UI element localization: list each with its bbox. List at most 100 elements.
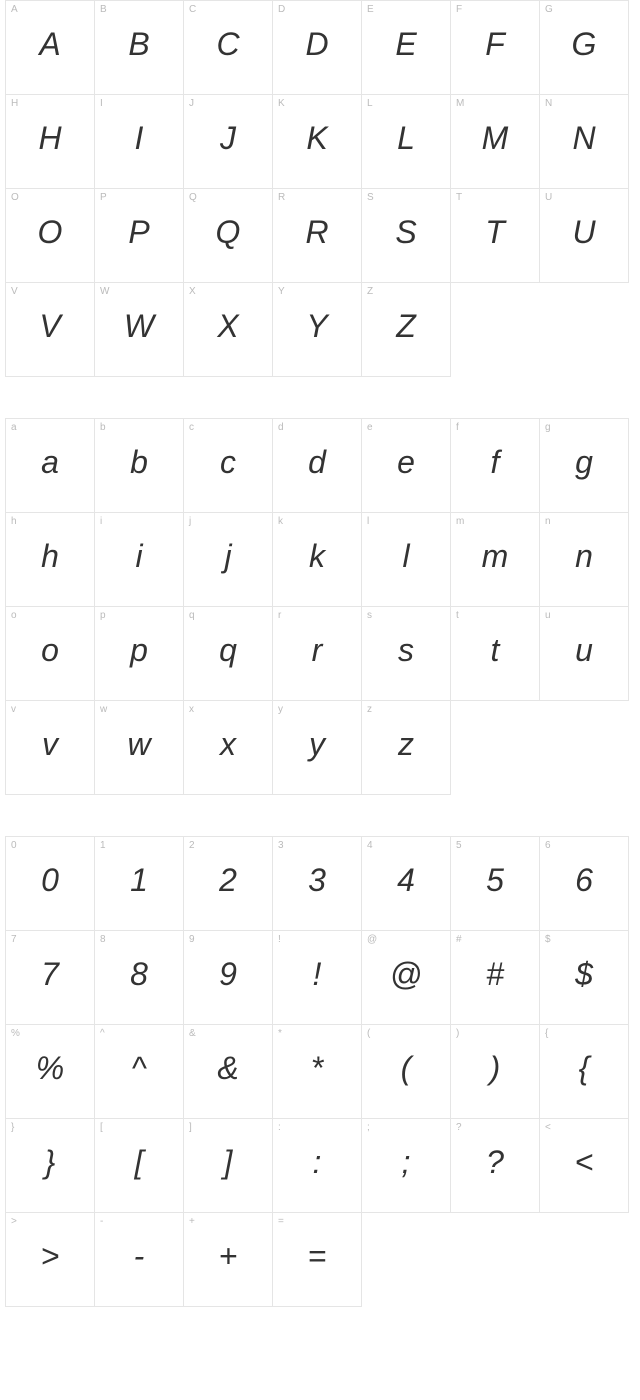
glyph-cell[interactable]: yy — [272, 700, 362, 795]
glyph-display: X — [217, 307, 238, 344]
glyph-cell[interactable]: cc — [183, 418, 273, 513]
glyph-cell[interactable]: UU — [539, 188, 629, 283]
glyph-cell[interactable]: 99 — [183, 930, 273, 1025]
glyph-cell[interactable]: tt — [450, 606, 540, 701]
glyph-cell[interactable]: ll — [361, 512, 451, 607]
glyph-cell[interactable]: HH — [5, 94, 95, 189]
glyph-cell[interactable]: 22 — [183, 836, 273, 931]
glyph-cell[interactable]: JJ — [183, 94, 273, 189]
glyph-cell[interactable]: 33 — [272, 836, 362, 931]
glyph-cell[interactable]: -- — [94, 1212, 184, 1307]
glyph-cell[interactable]: >> — [5, 1212, 95, 1307]
glyph-key-label: < — [545, 1122, 551, 1133]
glyph-cell[interactable]: (( — [361, 1024, 451, 1119]
glyph-key-label: ) — [456, 1028, 459, 1039]
glyph-cell[interactable]: GG — [539, 0, 629, 95]
glyph-cell[interactable]: ZZ — [361, 282, 451, 377]
glyph-key-label: T — [456, 192, 462, 203]
glyph-cell[interactable]: RR — [272, 188, 362, 283]
glyph-cell[interactable]: 00 — [5, 836, 95, 931]
glyph-cell[interactable]: ?? — [450, 1118, 540, 1213]
glyph-cell[interactable]: xx — [183, 700, 273, 795]
glyph-display: ] — [224, 1143, 233, 1180]
glyph-key-label: e — [367, 422, 373, 433]
glyph-display: ) — [490, 1049, 501, 1086]
glyph-cell[interactable]: AA — [5, 0, 95, 95]
glyph-cell[interactable]: FF — [450, 0, 540, 95]
glyph-key-label: r — [278, 610, 281, 621]
glyph-display: g — [575, 443, 593, 480]
glyph-cell[interactable]: )) — [450, 1024, 540, 1119]
glyph-cell[interactable]: XX — [183, 282, 273, 377]
glyph-cell[interactable]: TT — [450, 188, 540, 283]
glyph-cell[interactable]: $$ — [539, 930, 629, 1025]
glyph-cell[interactable]: II — [94, 94, 184, 189]
glyph-cell[interactable]: bb — [94, 418, 184, 513]
glyph-cell[interactable]: YY — [272, 282, 362, 377]
glyph-cell[interactable]: }} — [5, 1118, 95, 1213]
glyph-cell[interactable]: qq — [183, 606, 273, 701]
glyph-cell[interactable]: 77 — [5, 930, 95, 1025]
glyph-display: O — [38, 213, 63, 250]
glyph-display: h — [41, 537, 59, 574]
glyph-cell[interactable]: @@ — [361, 930, 451, 1025]
glyph-key-label: D — [278, 4, 285, 15]
glyph-cell[interactable]: nn — [539, 512, 629, 607]
glyph-cell[interactable]: 11 — [94, 836, 184, 931]
glyph-cell[interactable]: EE — [361, 0, 451, 95]
glyph-cell[interactable]: jj — [183, 512, 273, 607]
glyph-cell[interactable]: {{ — [539, 1024, 629, 1119]
glyph-display: o — [41, 631, 59, 668]
glyph-cell[interactable]: %% — [5, 1024, 95, 1119]
glyph-cell[interactable]: OO — [5, 188, 95, 283]
glyph-key-label: v — [11, 704, 16, 715]
glyph-cell[interactable]: ss — [361, 606, 451, 701]
glyph-cell[interactable]: ++ — [183, 1212, 273, 1307]
glyph-cell[interactable]: gg — [539, 418, 629, 513]
glyph-cell[interactable]: ## — [450, 930, 540, 1025]
glyph-cell[interactable]: DD — [272, 0, 362, 95]
glyph-cell[interactable]: vv — [5, 700, 95, 795]
glyph-cell[interactable]: :: — [272, 1118, 362, 1213]
glyph-cell[interactable]: QQ — [183, 188, 273, 283]
glyph-cell[interactable]: VV — [5, 282, 95, 377]
glyph-cell[interactable]: ww — [94, 700, 184, 795]
glyph-cell[interactable]: zz — [361, 700, 451, 795]
glyph-key-label: t — [456, 610, 459, 621]
glyph-cell[interactable]: NN — [539, 94, 629, 189]
glyph-cell[interactable]: oo — [5, 606, 95, 701]
glyph-cell[interactable]: KK — [272, 94, 362, 189]
glyph-cell[interactable]: rr — [272, 606, 362, 701]
glyph-cell[interactable]: uu — [539, 606, 629, 701]
glyph-cell[interactable]: dd — [272, 418, 362, 513]
glyph-cell[interactable]: hh — [5, 512, 95, 607]
glyph-cell[interactable]: PP — [94, 188, 184, 283]
glyph-cell[interactable]: BB — [94, 0, 184, 95]
glyph-cell[interactable]: aa — [5, 418, 95, 513]
glyph-cell[interactable]: CC — [183, 0, 273, 95]
glyph-key-label: F — [456, 4, 462, 15]
glyph-cell[interactable]: == — [272, 1212, 362, 1307]
glyph-cell[interactable]: ii — [94, 512, 184, 607]
glyph-cell[interactable]: !! — [272, 930, 362, 1025]
glyph-cell[interactable]: ** — [272, 1024, 362, 1119]
glyph-cell[interactable]: << — [539, 1118, 629, 1213]
glyph-cell[interactable]: ]] — [183, 1118, 273, 1213]
glyph-cell[interactable]: LL — [361, 94, 451, 189]
glyph-cell[interactable]: MM — [450, 94, 540, 189]
glyph-cell[interactable]: mm — [450, 512, 540, 607]
glyph-cell[interactable]: kk — [272, 512, 362, 607]
glyph-cell[interactable]: ;; — [361, 1118, 451, 1213]
glyph-cell[interactable]: SS — [361, 188, 451, 283]
glyph-cell[interactable]: && — [183, 1024, 273, 1119]
glyph-cell[interactable]: ee — [361, 418, 451, 513]
glyph-cell[interactable]: 66 — [539, 836, 629, 931]
glyph-cell[interactable]: 88 — [94, 930, 184, 1025]
glyph-cell[interactable]: WW — [94, 282, 184, 377]
glyph-cell[interactable]: [[ — [94, 1118, 184, 1213]
glyph-cell[interactable]: ff — [450, 418, 540, 513]
glyph-cell[interactable]: pp — [94, 606, 184, 701]
glyph-cell[interactable]: 44 — [361, 836, 451, 931]
glyph-cell[interactable]: ^^ — [94, 1024, 184, 1119]
glyph-cell[interactable]: 55 — [450, 836, 540, 931]
